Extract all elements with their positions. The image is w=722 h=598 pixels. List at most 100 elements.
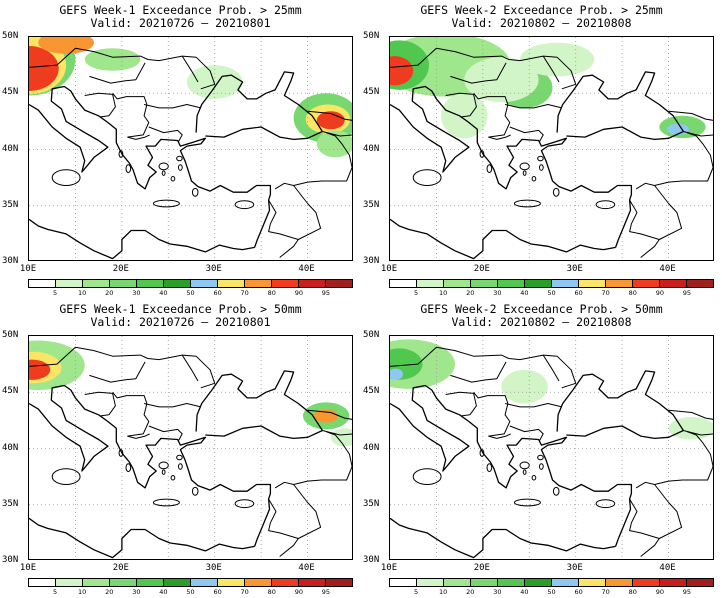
- panel-valid-dates: Valid: 20210726 – 20210801: [90, 16, 271, 30]
- longitude-tick-label: 30E: [205, 264, 222, 274]
- island-outline: [191, 486, 199, 496]
- latitude-tick-label: 40N: [2, 143, 19, 154]
- colorbar-tick-label: 5: [53, 289, 58, 297]
- colorbar-tick-label: 5: [414, 588, 419, 596]
- island-outline: [486, 463, 493, 473]
- longitude-tick-label: 20E: [112, 563, 129, 573]
- colorbar-segment: [326, 579, 352, 586]
- coastline: [195, 71, 324, 141]
- island-outline: [595, 499, 616, 509]
- country-border: [504, 104, 562, 109]
- longitude-tick-label: 40E: [659, 563, 676, 573]
- panel-valid-dates: Valid: 20210726 – 20210801: [90, 315, 271, 329]
- country-border: [654, 484, 683, 539]
- island-outline: [539, 463, 544, 470]
- island-outline: [51, 169, 81, 186]
- colorbar-segment: [606, 579, 633, 586]
- island-outline: [412, 169, 442, 186]
- colorbar-tick-label: 95: [321, 289, 331, 297]
- colorbar-segment: [29, 579, 56, 586]
- colorbar-tick-label: 70: [601, 289, 610, 297]
- island-outline: [178, 164, 183, 171]
- colorbar: [28, 279, 353, 288]
- country-border: [629, 498, 660, 557]
- island-outline: [170, 176, 176, 182]
- colorbar-tick-label: 70: [240, 588, 249, 596]
- island-outline: [531, 475, 537, 481]
- colorbar-tick-label: 50: [186, 588, 195, 596]
- colorbar-segment: [498, 579, 525, 586]
- longitude-tick-label: 10E: [19, 264, 37, 274]
- precip-probability-area: [38, 37, 94, 54]
- map-canvas: [28, 36, 353, 261]
- country-border: [668, 110, 713, 137]
- country-border: [274, 132, 352, 190]
- country-border: [635, 431, 713, 489]
- coastline: [390, 384, 633, 547]
- colorbar-segment: [417, 579, 444, 586]
- island-outline: [595, 200, 616, 210]
- colorbar-segment: [660, 579, 687, 586]
- precip-probability-area: [316, 111, 345, 130]
- colorbar-tick-label: 40: [159, 289, 168, 297]
- latitude-tick-label: 30N: [363, 555, 380, 565]
- colorbar-segment: [164, 579, 191, 586]
- map-canvas: [389, 335, 714, 560]
- longitude-tick-label: 20E: [473, 563, 490, 573]
- colorbar-tick-label: 20: [466, 289, 475, 297]
- country-border: [509, 425, 544, 441]
- colorbar-segment: [390, 579, 417, 586]
- coastline: [29, 517, 255, 559]
- colorbar-segment: [218, 579, 245, 586]
- latitude-tick-label: 40N: [363, 442, 380, 453]
- island-outline: [479, 449, 485, 457]
- colorbar-segment: [326, 280, 352, 287]
- island-outline: [531, 176, 537, 182]
- colorbar-segment: [579, 579, 606, 586]
- country-border: [112, 92, 150, 138]
- island-outline: [51, 468, 81, 485]
- island-outline: [522, 469, 527, 475]
- map-canvas: [389, 36, 714, 261]
- colorbar-tick-label: 50: [547, 588, 556, 596]
- latitude-tick-label: 40N: [363, 143, 380, 154]
- colorbar-segment: [633, 579, 660, 586]
- island-outline: [234, 200, 255, 210]
- island-outline: [118, 150, 124, 158]
- island-outline: [552, 486, 560, 496]
- colorbar: [389, 578, 714, 587]
- country-border: [509, 126, 544, 142]
- colorbar-tick-label: 95: [682, 289, 692, 297]
- country-border: [445, 92, 477, 118]
- island-outline: [170, 475, 176, 481]
- island-outline: [519, 162, 530, 171]
- map-layers: [390, 37, 713, 260]
- precip-probability-area: [666, 123, 689, 135]
- coastline: [390, 218, 616, 260]
- colorbar-tick-label: 80: [628, 588, 637, 596]
- longitude-tick-label: 10E: [380, 264, 398, 274]
- colorbar-segment: [137, 579, 164, 586]
- colorbar-segment: [471, 280, 498, 287]
- colorbar-segment: [552, 579, 579, 586]
- colorbar-tick-label: 60: [213, 289, 222, 297]
- latitude-tick-label: 30N: [2, 256, 19, 266]
- panel-title: GEFS Week-2 Exceedance Prob. > 25mm: [420, 3, 663, 17]
- latitude-tick-label: 40N: [2, 442, 19, 453]
- panel-valid-dates: Valid: 20210802 – 20210808: [451, 16, 632, 30]
- precip-probability-area: [441, 93, 488, 139]
- colorbar-segment: [137, 280, 164, 287]
- panel-valid-dates: Valid: 20210802 – 20210808: [451, 315, 632, 329]
- country-border: [445, 391, 477, 417]
- precip-probability-area: [390, 56, 414, 86]
- colorbar-tick-label: 90: [655, 588, 664, 596]
- colorbar-tick-label: 5: [414, 289, 419, 297]
- colorbar-segment: [110, 579, 137, 586]
- country-border: [29, 346, 216, 389]
- longitude-tick-label: 40E: [298, 264, 315, 274]
- country-border: [473, 391, 511, 437]
- island-outline: [486, 164, 493, 174]
- colorbar-segment: [56, 280, 83, 287]
- island-outline: [125, 164, 132, 174]
- map-canvas: [28, 335, 353, 560]
